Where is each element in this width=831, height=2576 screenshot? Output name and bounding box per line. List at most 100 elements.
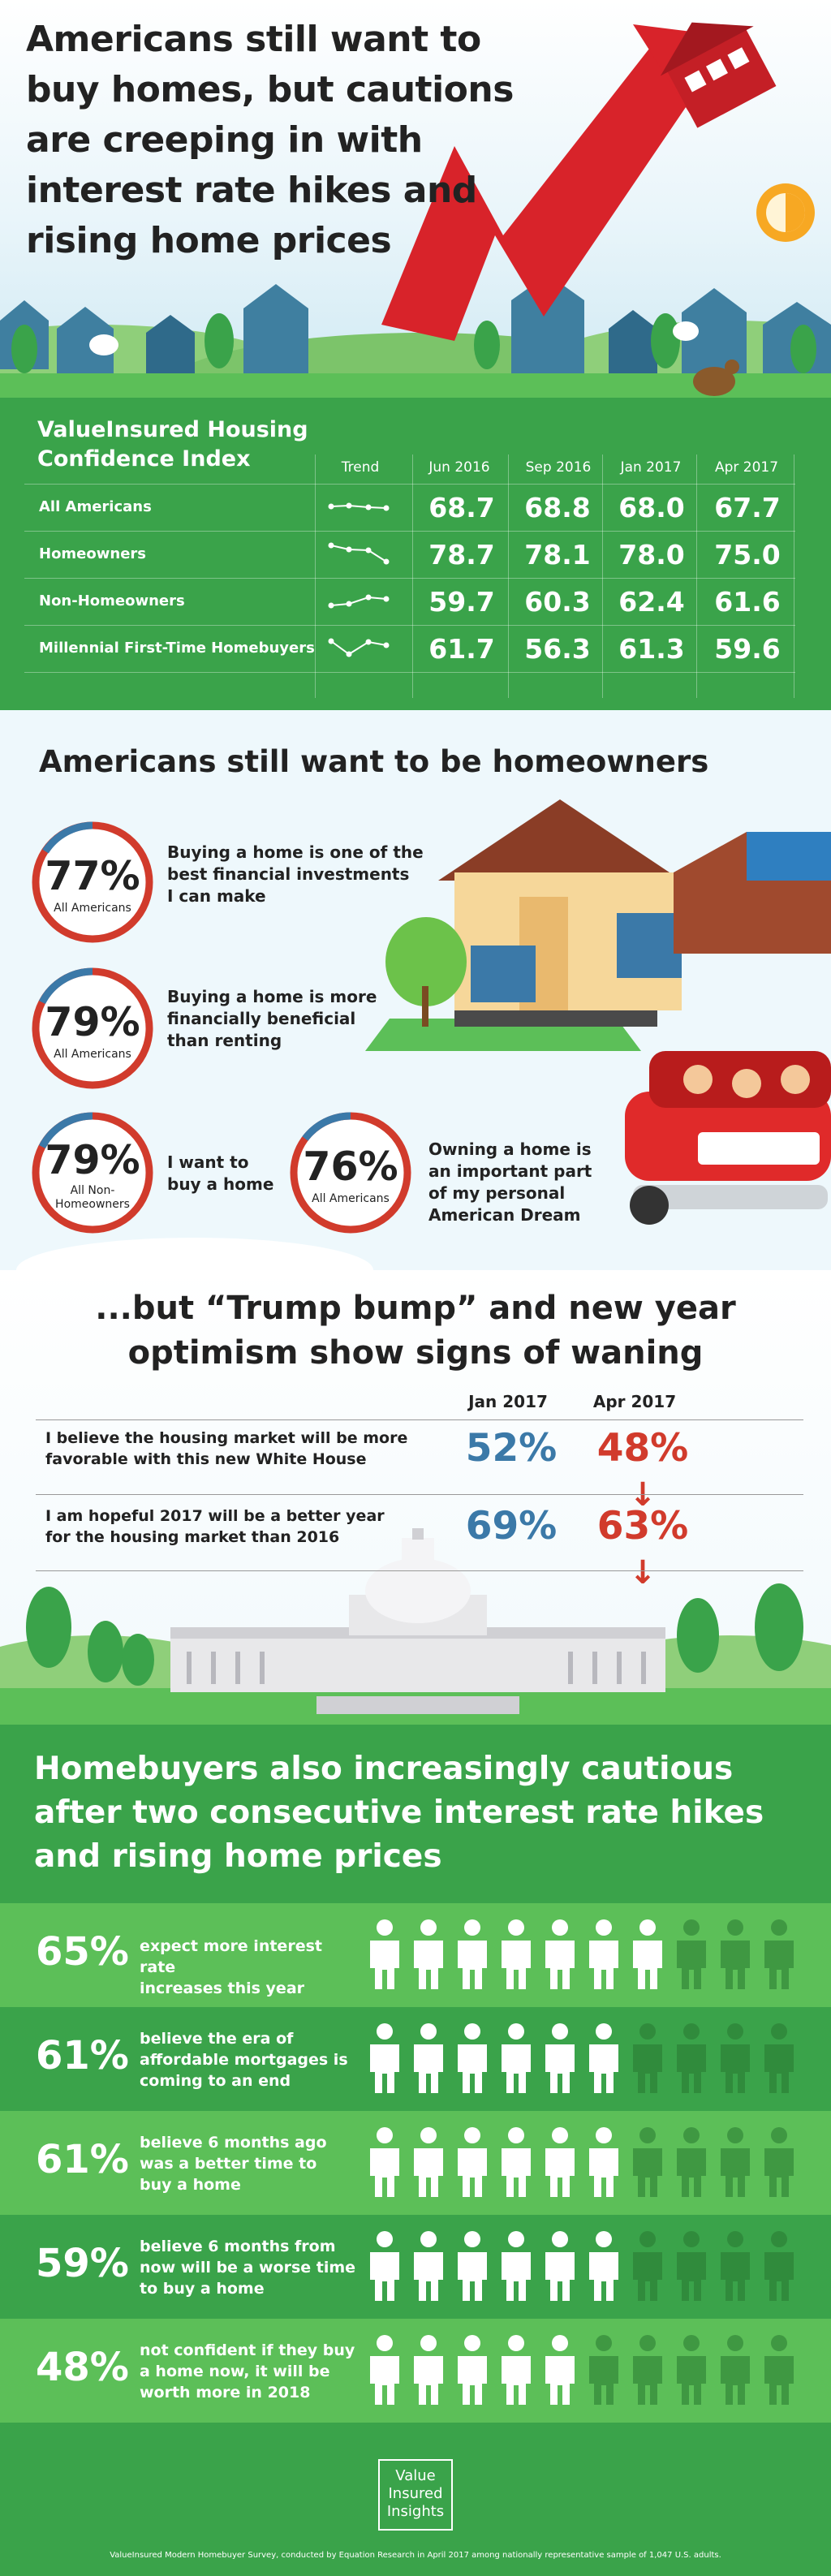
donut-ring-icon [32,1112,153,1234]
person-icon [370,2231,399,2301]
cautious-title-line: and rising home prices [34,1838,442,1875]
band-text: believe the era of affordable mortgages … [140,2028,359,2091]
apr-value: 48% ↓ [578,1426,708,1515]
row-label: Homeowners [39,545,147,562]
person-icon [721,2231,750,2301]
table-row: Homeowners 78.7 78.1 78.0 75.0 [24,531,795,578]
column-header-jan-2017: Jan 2017 [468,1392,548,1411]
trend-sparkline-icon [328,502,390,511]
people-icons [370,2335,794,2405]
person-icon [502,2231,531,2301]
band-text-line: now will be a worse time [140,2259,356,2277]
question-line: for the housing market than 2016 [45,1528,340,1546]
homeowners-section: Americans still want to be homeowners 77… [0,710,831,1270]
valueinsured-logo: Value Insured Insights [378,2459,453,2531]
person-icon [414,2335,443,2405]
stat-percent: 79% [45,1137,140,1183]
stat-text: Buying a home is one of the best financi… [167,842,424,907]
hero-section: Americans still want to buy homes, but c… [0,0,831,398]
hero-title-line: interest rate hikes and [26,170,477,211]
column-divider [602,454,603,698]
stat-text: Owning a home is an important part of my… [428,1139,592,1226]
stat-text-line: Owning a home is [428,1139,592,1159]
column-header-trend: Trend [341,459,380,476]
band-text-line: worth more in 2018 [140,2384,311,2402]
band-text-line: believe the era of [140,2030,294,2048]
band-text-line: expect more interest rate [140,1937,322,1976]
people-icons [370,2023,794,2093]
footnote: ValueInsured Modern Homebuyer Survey, co… [110,2551,721,2560]
donut-ring-icon [290,1112,411,1234]
person-icon [414,2023,443,2093]
index-title-line: Confidence Index [37,446,251,472]
question-line: I am hopeful 2017 will be a better year [45,1507,385,1525]
stat-ring: 79% All Non- Homeowners [28,1108,157,1238]
stat-percent: 79% [45,999,140,1045]
row-label: All Americans [39,498,152,515]
person-icon [764,2023,794,2093]
stat-text-line: best financial investments [167,864,410,884]
stat-percent: 77% [45,853,140,899]
table-cell: 78.7 [428,539,495,571]
table-row: Millennial First-Time Homebuyers 61.7 56… [24,625,795,672]
person-icon [764,2231,794,2301]
index-title-line: ValueInsured Housing [37,417,308,442]
hero-title-line: are creeping in with [26,119,423,161]
table-cell: 68.0 [618,492,685,523]
person-icon [458,2023,487,2093]
donut-ring-icon [32,821,153,943]
trend-sparkline-icon [328,594,390,609]
person-icon [721,2023,750,2093]
cautious-section: Homebuyers also increasingly cautious af… [0,1725,831,2576]
stat-text-line: of my personal [428,1183,566,1203]
row-label: Millennial First-Time Homebuyers [39,640,315,657]
person-icon [458,1919,487,1989]
person-icon [370,2023,399,2093]
person-icon [545,2127,575,2197]
table-cell: 68.8 [524,492,591,523]
row-divider [36,1494,803,1495]
row-divider [36,1419,803,1420]
person-icon [677,2127,706,2197]
band-percent: 59% [36,2241,129,2286]
stat-text-line: Buying a home is one of the [167,842,424,862]
person-icon [721,1919,750,1989]
column-header-apr-2017: Apr 2017 [592,1392,677,1411]
person-icon [458,2127,487,2197]
hero-title-line: Americans still want to [26,19,481,60]
table-cell: 61.3 [618,633,685,665]
stat-text: Buying a home is more financially benefi… [167,986,377,1052]
row-divider [36,1570,803,1571]
person-icon [589,2335,618,2405]
stat-band: 59% believe 6 months from now will be a … [0,2215,831,2319]
table-cell: 61.6 [714,586,781,618]
stat-band: 65% expect more interest rate increases … [0,1903,831,2007]
table-cell: 67.7 [714,492,781,523]
table-cell: 78.1 [524,539,591,571]
band-text-line: coming to an end [140,2072,291,2090]
band-text: believe 6 months ago was a better time t… [140,2132,359,2195]
person-icon [458,2231,487,2301]
down-arrow-icon: ↓ [629,1554,657,1592]
person-icon [677,1919,706,1989]
band-percent: 61% [36,2137,129,2182]
person-icon [677,2231,706,2301]
column-divider [412,454,413,698]
homeowners-title: Americans still want to be homeowners [39,744,709,779]
trump-bump-section: ...but “Trump bump” and new year optimis… [0,1270,831,1725]
hero-illustration [0,22,831,398]
person-icon [370,2335,399,2405]
stat-text-line: financially beneficial [167,1009,356,1028]
person-icon [589,2127,618,2197]
band-text: not confident if they buy a home now, it… [140,2340,359,2403]
person-icon [370,1919,399,1989]
question-text: I believe the housing market will be mor… [45,1428,407,1470]
jan-value: 69% [465,1504,558,1549]
person-icon [589,1919,618,1989]
person-icon [458,2335,487,2405]
row-label: Non-Homeowners [39,592,185,610]
band-percent: 65% [36,1929,129,1975]
hero-title-line: rising home prices [26,220,392,261]
person-icon [633,2127,662,2197]
stat-ring: 77% All Americans [28,817,157,947]
